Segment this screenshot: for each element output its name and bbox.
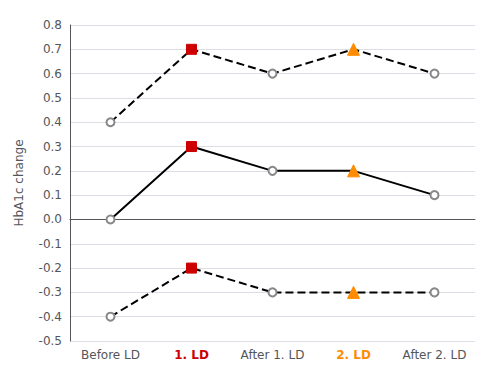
svg-text:HbA1c change: HbA1c change [12,139,26,226]
svg-text:0.6: 0.6 [43,67,62,81]
svg-text:0.0: 0.0 [43,212,62,226]
svg-text:0.4: 0.4 [43,115,62,129]
svg-text:0.1: 0.1 [43,188,62,202]
svg-text:-0.4: -0.4 [39,310,62,324]
svg-text:-0.2: -0.2 [39,261,62,275]
svg-text:2. LD: 2. LD [336,348,371,362]
svg-text:After 2. LD: After 2. LD [403,348,467,362]
svg-text:-0.3: -0.3 [39,285,62,299]
svg-text:-0.5: -0.5 [39,334,62,348]
svg-text:0.5: 0.5 [43,91,62,105]
svg-text:1. LD: 1. LD [174,348,209,362]
svg-text:-0.1: -0.1 [39,237,62,251]
svg-text:0.7: 0.7 [43,42,62,56]
svg-text:0.8: 0.8 [43,18,62,32]
svg-text:0.3: 0.3 [43,140,62,154]
svg-text:Before LD: Before LD [81,348,140,362]
svg-text:0.2: 0.2 [43,164,62,178]
svg-text:After 1. LD: After 1. LD [241,348,305,362]
